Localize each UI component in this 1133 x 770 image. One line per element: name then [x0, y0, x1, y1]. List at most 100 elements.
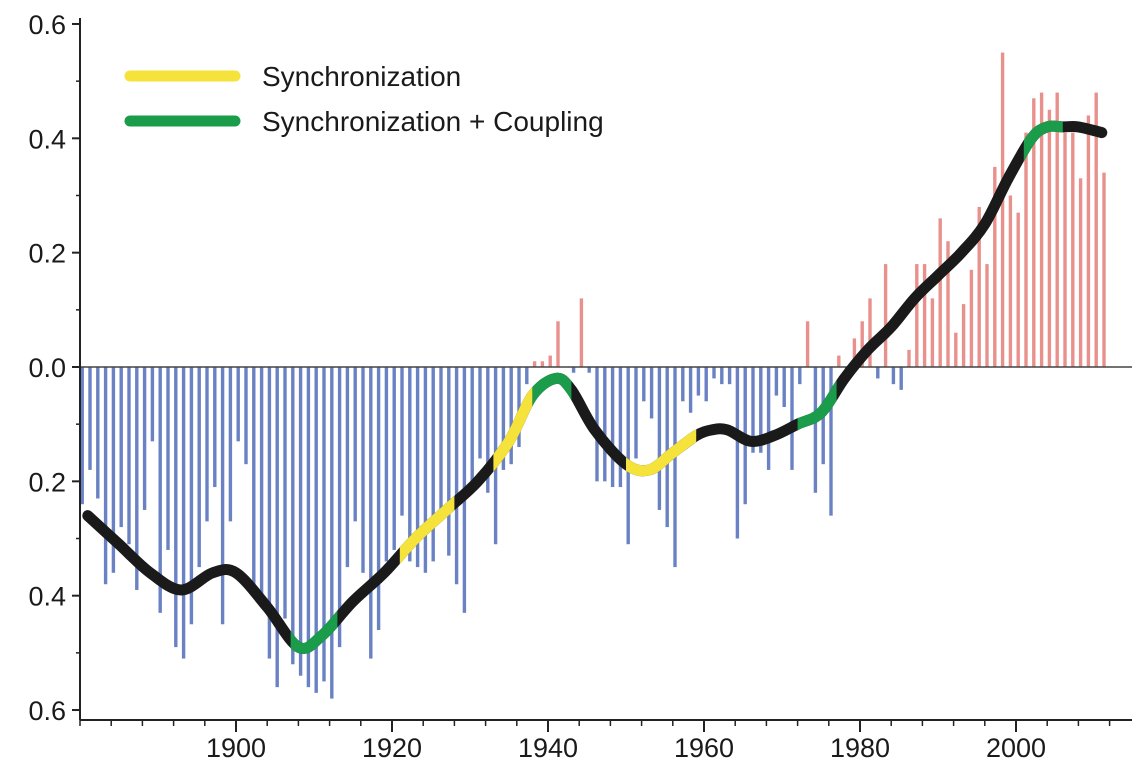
- anomaly-bar: [852, 338, 857, 367]
- anomaly-bar: [408, 367, 412, 562]
- anomaly-bar: [930, 298, 935, 367]
- axes: 0.6 0.4 0.2 0.0 0.2 0.4 0.6 1900 1920 1940 1960 198…: [28, 10, 1132, 763]
- anomaly-bar: [969, 269, 974, 367]
- anomaly-bar: [696, 367, 701, 396]
- y-tick-label: 0.2: [28, 239, 66, 269]
- anomaly-bar: [361, 367, 365, 573]
- anomaly-bar: [517, 367, 521, 448]
- anomaly-bar: [837, 355, 841, 367]
- x-tick-label: 1920: [362, 733, 422, 763]
- anomaly-bar: [431, 367, 435, 562]
- anomaly-bar: [805, 321, 810, 367]
- anomaly-bar: [759, 367, 763, 453]
- anomaly-bar: [727, 367, 732, 385]
- anomaly-bar: [213, 367, 217, 488]
- anomaly-bar: [688, 367, 693, 413]
- anomaly-bar: [735, 367, 740, 539]
- anomaly-bar: [96, 367, 100, 499]
- anomaly-bar: [774, 367, 779, 396]
- anomaly-bar: [205, 367, 209, 522]
- anomaly-bar: [1008, 195, 1013, 367]
- anomaly-bar: [337, 367, 342, 648]
- anomaly-bar: [922, 264, 927, 367]
- anomaly-bar: [353, 367, 357, 522]
- anomaly-bar: [649, 367, 654, 419]
- anomaly-bar: [306, 367, 311, 688]
- anomaly-bar: [478, 367, 482, 459]
- anomaly-bar: [197, 367, 201, 568]
- anomaly-bar: [415, 367, 420, 568]
- anomaly-bar: [860, 321, 864, 367]
- anomaly-bar: [103, 367, 108, 585]
- anomaly-bar: [1000, 52, 1005, 368]
- anomaly-bar: [868, 298, 872, 367]
- anomaly-bar: [907, 349, 911, 367]
- anomaly-bar: [80, 367, 84, 505]
- anomaly-bar: [961, 304, 966, 367]
- anomaly-bar: [1094, 92, 1098, 367]
- anomaly-bar: [150, 367, 155, 442]
- anomaly-bar: [1016, 212, 1020, 367]
- anomaly-bar: [642, 367, 646, 402]
- anomaly-bar: [891, 367, 896, 385]
- anomaly-bar: [314, 367, 318, 693]
- anomaly-bar: [993, 166, 997, 367]
- y-tick-label: 0.2: [28, 467, 66, 497]
- anomaly-bar: [142, 367, 147, 510]
- anomaly-bar: [899, 367, 903, 390]
- anomaly-bar: [540, 361, 545, 367]
- anomaly-bar: [376, 367, 381, 630]
- y-tick-label: 0.4: [28, 582, 66, 612]
- anomaly-bar: [977, 206, 981, 367]
- anomaly-bar: [400, 367, 404, 516]
- anomaly-bar: [166, 367, 170, 550]
- anomaly-bar: [228, 367, 233, 522]
- anomaly-bar: [751, 367, 755, 453]
- anomaly-bar: [322, 367, 326, 682]
- anomaly-bar: [501, 367, 506, 470]
- anomaly-bar: [813, 367, 818, 493]
- x-tick-label: 1900: [206, 733, 266, 763]
- anomaly-bar: [883, 264, 888, 367]
- anomaly-bar: [954, 332, 958, 367]
- anomaly-bar: [236, 367, 240, 442]
- anomaly-bars: [80, 52, 1106, 699]
- anomaly-bar: [720, 367, 724, 385]
- anomaly-bar: [790, 367, 794, 470]
- anomaly-bar: [252, 367, 256, 590]
- anomaly-bar: [189, 367, 194, 625]
- legend-label-synchronization: Synchronization: [262, 61, 461, 92]
- anomaly-bar: [712, 367, 716, 379]
- anomaly-bar: [1078, 178, 1083, 367]
- anomaly-bar: [587, 367, 591, 373]
- anomaly-bar: [1071, 132, 1075, 367]
- anomaly-bar: [181, 367, 186, 659]
- anomaly-bar: [579, 298, 584, 367]
- anomaly-bar: [532, 361, 537, 367]
- anomaly-bar: [657, 367, 662, 510]
- anomaly-bar: [1032, 98, 1036, 368]
- anomaly-bar: [1047, 109, 1052, 367]
- anomaly-bar: [1055, 92, 1059, 367]
- anomaly-bar: [275, 367, 279, 688]
- x-tick-label: 2000: [986, 733, 1046, 763]
- anomaly-bar: [1024, 132, 1028, 367]
- anomaly-bar: [454, 367, 459, 585]
- anomaly-bar: [673, 367, 677, 568]
- anomaly-bar: [88, 367, 92, 470]
- anomaly-bar: [525, 367, 529, 385]
- anomaly-bar: [1063, 132, 1067, 367]
- anomaly-bar: [111, 367, 116, 573]
- anomaly-bar: [298, 367, 303, 676]
- anomaly-bar: [330, 367, 334, 699]
- y-tick-label: 0.6: [28, 696, 66, 726]
- y-tick-label: 0.0: [28, 353, 66, 383]
- anomaly-bar: [985, 264, 989, 367]
- anomaly-bar: [423, 367, 428, 573]
- anomaly-bar: [439, 367, 443, 510]
- anomaly-bar: [571, 367, 576, 373]
- anomaly-bar: [782, 367, 786, 408]
- anomaly-bar: [345, 367, 350, 568]
- y-tick-label: 0.6: [28, 10, 66, 40]
